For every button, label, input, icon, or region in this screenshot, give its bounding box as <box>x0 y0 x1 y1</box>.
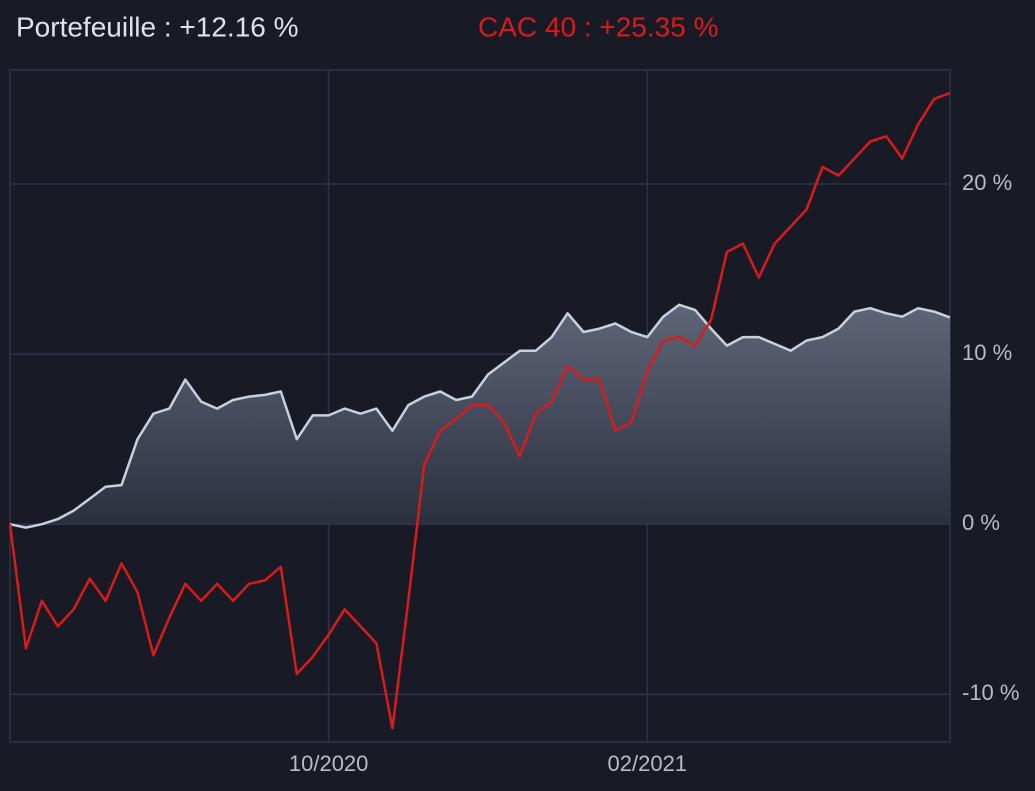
line <box>9 303 951 529</box>
x-tick-label: 02/2021 <box>608 751 688 776</box>
y-tick-label: 0 % <box>962 510 1000 535</box>
area <box>10 304 950 528</box>
y-tick-label: 10 % <box>962 340 1012 365</box>
x-tick-label: 10/2020 <box>289 751 369 776</box>
y-tick-label: 20 % <box>962 170 1012 195</box>
line <box>8 91 951 730</box>
y-tick-label: -10 % <box>962 680 1019 705</box>
legend-entry: CAC 40 : +25.35 % <box>478 11 718 42</box>
legend-entry: Portefeuille : +12.16 % <box>16 11 299 42</box>
